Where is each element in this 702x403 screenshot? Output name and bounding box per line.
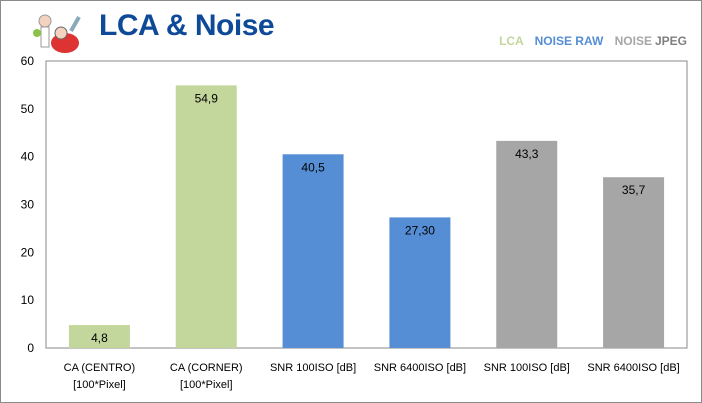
x-tick-label: CA (CORNER) <box>170 362 243 374</box>
legend: LCA NOISE RAW NOISE JPEG <box>491 34 687 48</box>
y-tick-label: 20 <box>21 245 35 259</box>
x-tick-label: [100*Pixel] <box>180 379 233 391</box>
x-tick-label: SNR 6400ISO [dB] <box>374 362 466 374</box>
data-label: 35,7 <box>622 183 646 197</box>
data-label: 4,8 <box>91 331 108 345</box>
chart-title: LCA & Noise <box>99 9 275 42</box>
data-label: 54,9 <box>195 91 219 105</box>
y-tick-label: 50 <box>21 102 35 116</box>
y-tick-label: 10 <box>21 293 35 307</box>
bar <box>496 140 558 348</box>
y-tick-label: 40 <box>21 150 35 164</box>
x-tick-label: CA (CENTRO) <box>64 362 136 374</box>
legend-noise-raw: NOISE RAW <box>534 34 604 48</box>
y-tick-label: 60 <box>21 54 35 68</box>
bar <box>603 177 665 348</box>
y-tick-label: 30 <box>21 198 35 212</box>
data-label: 40,5 <box>301 160 325 174</box>
bar <box>175 85 237 349</box>
y-tick-label: 0 <box>27 341 34 355</box>
legend-lca: LCA <box>499 34 524 48</box>
x-tick-label: SNR 100ISO [dB] <box>270 362 356 374</box>
x-tick-label: SNR 100ISO [dB] <box>484 362 570 374</box>
bar <box>282 154 344 348</box>
plot-area <box>45 60 688 349</box>
bar <box>68 325 130 348</box>
x-tick-label: [100*Pixel] <box>73 379 126 391</box>
data-label: 27,30 <box>405 223 435 237</box>
x-tick-label: SNR 6400ISO [dB] <box>587 362 679 374</box>
legend-noise: NOISE <box>614 34 652 48</box>
legend-jpeg: JPEG <box>654 34 687 48</box>
mascot-logo-icon <box>33 14 81 53</box>
bar <box>389 217 451 348</box>
data-label: 43,3 <box>515 147 539 161</box>
